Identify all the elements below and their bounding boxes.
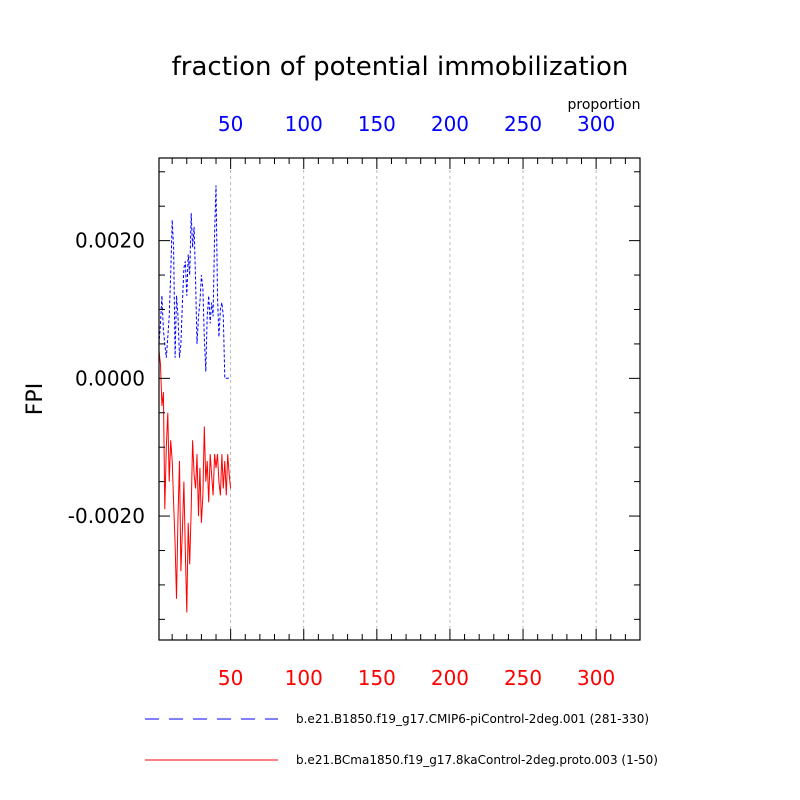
y-tick-label: -0.0020 [68, 504, 145, 528]
top-x-tick-label: 150 [358, 112, 396, 136]
series-line-cmip6-picontrol [158, 185, 231, 379]
series-line-8ka-control [158, 350, 232, 613]
top-x-tick-label: 50 [218, 112, 243, 136]
tick-label-layer: 50 50 100 100 150 150 200 200 250 250 300 300 0.0020… [68, 112, 615, 690]
series-layer [158, 185, 232, 613]
y-axis-label: FPI [23, 383, 48, 415]
y-tick-label: 0.0000 [75, 366, 145, 390]
bottom-x-tick-label: 100 [285, 666, 323, 690]
y-tick-label: 0.0020 [75, 229, 145, 253]
bottom-x-tick-label: 50 [218, 666, 243, 690]
legend-label-cmip6-picontrol: b.e21.B1850.f19_g17.CMIP6-piControl-2deg… [296, 712, 649, 726]
chart-title: fraction of potential immobilization [172, 52, 629, 82]
top-x-tick-label: 200 [431, 112, 469, 136]
grid-layer [230, 158, 597, 640]
top-axis-label: proportion [568, 97, 641, 113]
bottom-x-tick-label: 250 [504, 666, 542, 690]
legend: b.e21.B1850.f19_g17.CMIP6-piControl-2deg… [145, 712, 658, 767]
tick-layer [159, 158, 641, 640]
top-x-tick-label: 300 [577, 112, 615, 136]
plot-frame [158, 157, 641, 641]
bottom-x-tick-label: 300 [577, 666, 615, 690]
bottom-x-tick-label: 200 [431, 666, 469, 690]
top-x-tick-label: 250 [504, 112, 542, 136]
top-x-tick-label: 100 [285, 112, 323, 136]
bottom-x-tick-label: 150 [358, 666, 396, 690]
legend-label-8ka-control: b.e21.BCma1850.f19_g17.8kaControl-2deg.p… [296, 753, 658, 767]
